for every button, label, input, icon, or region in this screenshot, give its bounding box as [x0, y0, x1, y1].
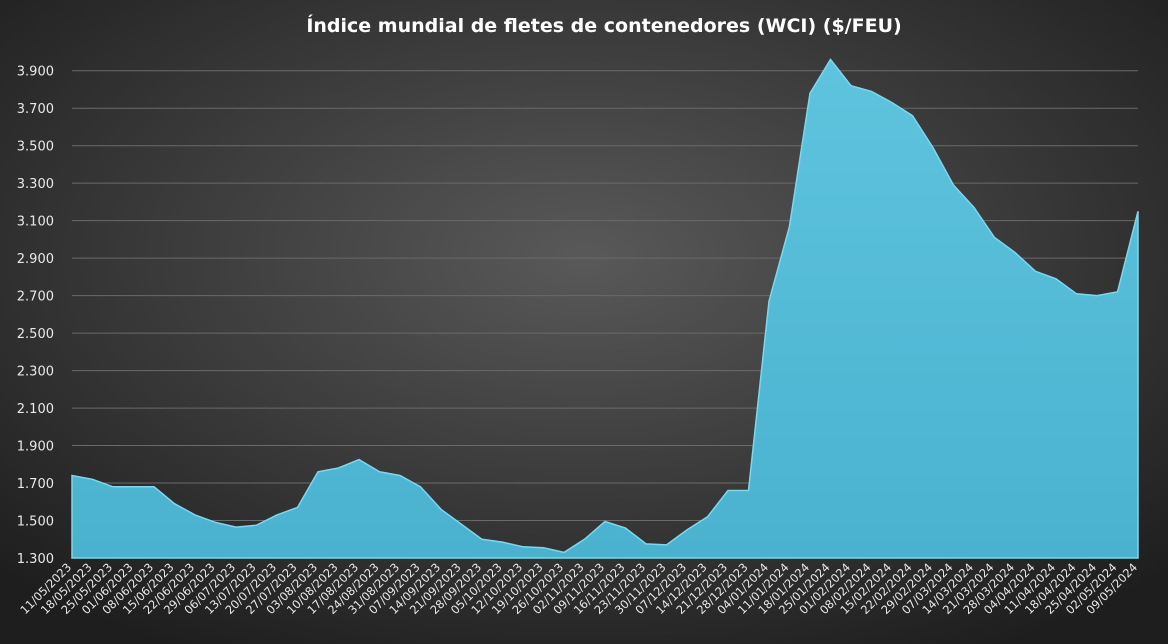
y-tick-label: 3.300	[17, 177, 54, 192]
y-tick-label: 1.700	[17, 477, 54, 492]
y-tick-label: 3.500	[17, 140, 54, 155]
y-tick-label: 2.300	[17, 365, 54, 380]
y-tick-label: 2.700	[17, 290, 54, 305]
y-tick-label: 1.500	[17, 515, 54, 530]
y-tick-label: 2.500	[17, 327, 54, 342]
y-tick-label: 3.100	[17, 215, 54, 230]
y-tick-label: 2.100	[17, 402, 54, 417]
area	[71, 58, 1139, 559]
chart-title: Índice mundial de fletes de contenedores…	[306, 14, 901, 37]
y-tick-label: 3.700	[17, 102, 54, 117]
y-tick-label: 3.900	[17, 65, 54, 80]
y-tick-label: 1.300	[17, 552, 54, 567]
y-tick-label: 2.900	[17, 252, 54, 267]
y-tick-label: 1.900	[17, 440, 54, 455]
